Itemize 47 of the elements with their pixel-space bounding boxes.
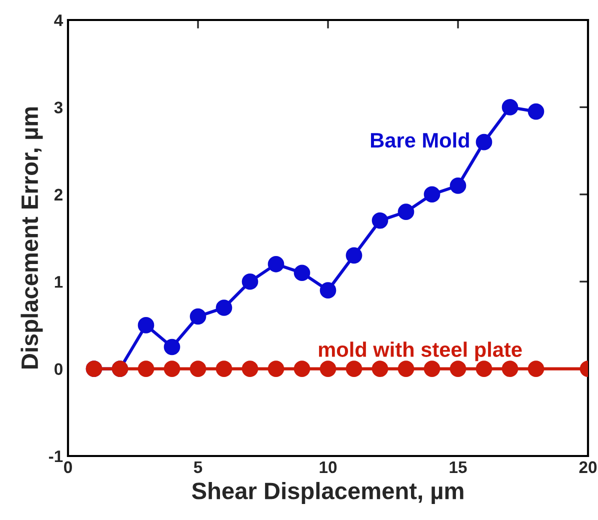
- point: [242, 360, 258, 377]
- point: [164, 360, 180, 377]
- point: [190, 360, 206, 377]
- x-tick-label: 5: [194, 461, 202, 474]
- point: [450, 178, 466, 194]
- point: [502, 360, 518, 377]
- point: [320, 282, 336, 298]
- point: [320, 360, 336, 377]
- point: [138, 317, 154, 334]
- point: [346, 360, 362, 377]
- x-tick-label: 20: [579, 461, 597, 474]
- series-label: mold with steel plate: [318, 342, 522, 362]
- y-tick-label: 3: [54, 102, 63, 114]
- point: [268, 256, 284, 272]
- x-tick-label: 15: [450, 461, 467, 474]
- y-tick-label: 4: [54, 14, 64, 26]
- point: [138, 360, 154, 377]
- point: [216, 300, 232, 316]
- y-tick-label: 2: [54, 188, 62, 200]
- point: [528, 360, 544, 377]
- point: [242, 273, 258, 290]
- point: [398, 204, 414, 220]
- point: [450, 360, 466, 377]
- point: [424, 360, 440, 377]
- point: [294, 360, 310, 377]
- point: [424, 186, 440, 203]
- point: [502, 99, 518, 116]
- point: [476, 134, 492, 150]
- x-tick-label: 0: [64, 461, 72, 474]
- point: [398, 360, 414, 377]
- point: [372, 360, 388, 377]
- point: [372, 212, 388, 229]
- point: [164, 338, 180, 356]
- y-tick-label: 0: [54, 363, 62, 376]
- series-label: Bare Mold: [370, 132, 469, 148]
- point: [528, 103, 544, 120]
- y-tick-label: 1: [54, 276, 63, 288]
- point: [190, 308, 206, 325]
- x-tick-label: 10: [320, 461, 337, 474]
- point: [346, 247, 362, 264]
- y-axis-title: Displacement Error, µm: [20, 107, 43, 369]
- x-axis-title: Shear Displacement, µm: [192, 482, 464, 504]
- point: [294, 264, 310, 282]
- y-tick-label: -1: [48, 450, 63, 462]
- point: [216, 360, 232, 377]
- point: [268, 360, 284, 377]
- point: [476, 360, 492, 377]
